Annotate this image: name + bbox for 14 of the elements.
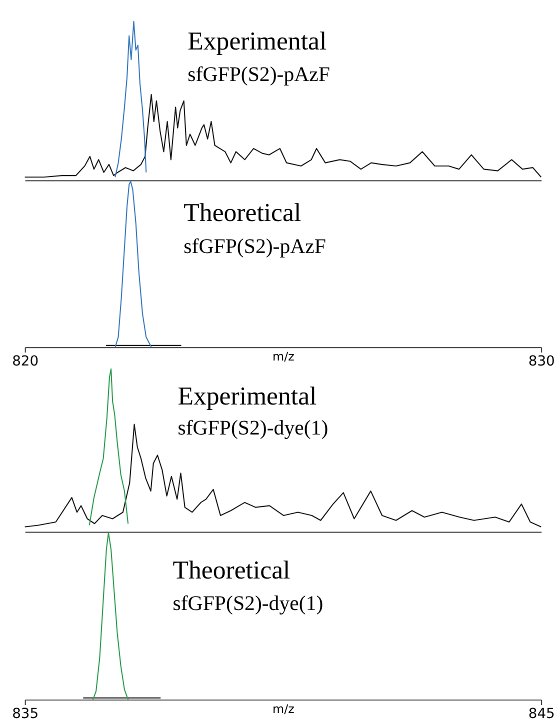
x-tick-label: 845 [528,706,555,720]
annotation: Experimental [188,26,327,56]
annotation: Theoretical [184,198,302,228]
annotation: sfGFP(S2)-pAzF [184,234,326,258]
x-axis-title: m/z [272,702,294,716]
annotation: Theoretical [172,555,290,584]
x-axis-title: m/z [272,350,294,364]
x-tick-label: 820 [12,353,39,370]
annotation: Experimental [178,382,317,411]
x-tick-label: 830 [528,353,555,370]
annotation: sfGFP(S2)-dye(1) [178,415,328,440]
x-tick-label: 835 [12,706,39,720]
annotation: sfGFP(S2)-dye(1) [172,591,324,616]
annotation: sfGFP(S2)-pAzF [188,62,330,86]
